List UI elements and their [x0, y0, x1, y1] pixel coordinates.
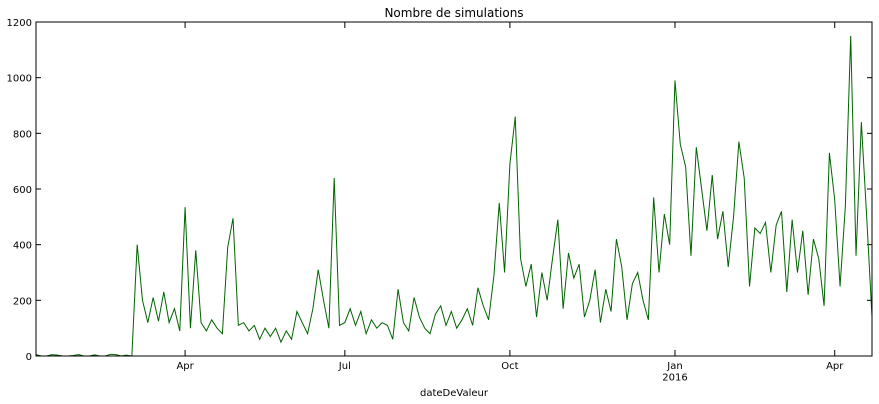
- x-tick-label: Apr: [826, 361, 844, 372]
- y-tick-label: 800: [13, 129, 32, 140]
- plot-frame: [35, 21, 873, 357]
- x-tick-label: Oct: [501, 361, 518, 372]
- y-tick-label: 1200: [7, 18, 32, 29]
- y-tick-label: 600: [13, 185, 32, 196]
- x-axis-label: dateDeValeur: [420, 388, 489, 399]
- x-tick-label: Jul: [338, 361, 351, 372]
- y-tick-label: 0: [26, 352, 32, 363]
- x-tick-label: Jan 2016: [662, 361, 687, 384]
- y-tick-label: 1000: [7, 74, 32, 85]
- y-tick-label: 200: [13, 296, 32, 307]
- line: [35, 35, 873, 357]
- chart-title: Nombre de simulations: [384, 6, 523, 20]
- x-tick-label: Apr: [176, 361, 194, 372]
- y-tick-label: 400: [13, 241, 32, 252]
